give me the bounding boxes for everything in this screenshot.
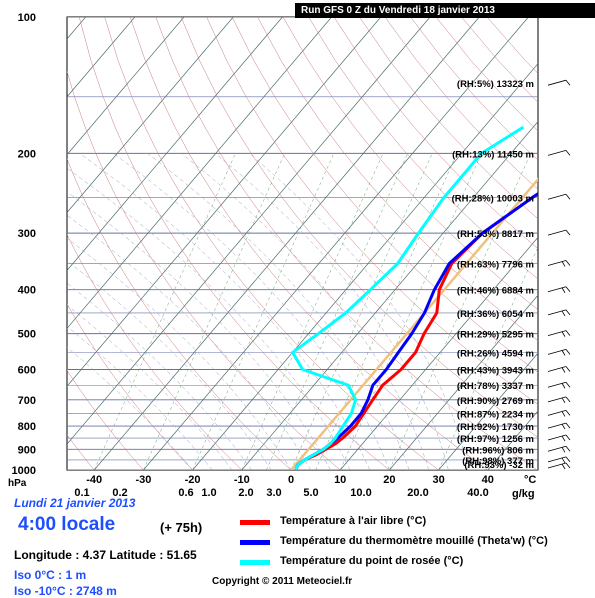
coordinates: Longitude : 4.37 Latitude : 51.65 (14, 548, 197, 562)
forecast-date: Lundi 21 janvier 2013 (14, 496, 135, 510)
x-tick-label: -40 (86, 474, 102, 486)
wind-barb-icon (548, 287, 570, 293)
x-tick-label: -20 (185, 474, 201, 486)
level-label: (RH:90%) 2769 m (457, 396, 534, 407)
x-tick-label: -30 (135, 474, 151, 486)
level-label: (RH:63%) 7796 m (457, 259, 534, 270)
y-tick-label: 900 (18, 444, 36, 456)
level-label: (RH:78%) 3337 m (457, 381, 534, 392)
level-label: (RH:96%) 806 m (462, 445, 534, 456)
level-label: (RH:46%) 6884 m (457, 286, 534, 297)
mixing-ratio-tick-label: 2.0 (238, 487, 253, 499)
level-label: (RH:87%) 2234 m (457, 409, 534, 420)
level-label: (RH:5%) 13323 m (457, 79, 534, 90)
wind-barb-icon (548, 446, 570, 452)
y-tick-label: 100 (18, 12, 36, 24)
wind-barb-icon (548, 230, 570, 235)
legend-swatch-dew-point (240, 560, 270, 565)
wind-barb-icon (548, 435, 570, 441)
y-tick-label: 300 (18, 228, 36, 240)
y-tick-label: 500 (18, 329, 36, 341)
mixing-ratio-tick-label: 3.0 (266, 487, 281, 499)
x-axis-label: °C (524, 474, 536, 486)
y-axis-label: hPa (8, 478, 27, 489)
legend-label-air-temp: Température à l'air libre (°C) (280, 515, 426, 527)
x-tick-label: -10 (234, 474, 250, 486)
wind-barb-icon (548, 349, 570, 355)
level-label: (RH:43%) 3943 m (457, 366, 534, 377)
mixing-ratio-tick-label: 40.0 (467, 487, 488, 499)
copyright: Copyright © 2011 Meteociel.fr (212, 576, 352, 587)
level-label: (RH:36%) 6054 m (457, 309, 534, 320)
x-tick-label: 30 (432, 474, 444, 486)
wind-barb-icon (548, 150, 570, 155)
legend-label-dew-point: Température du point de rosée (°C) (280, 555, 463, 567)
wind-barb-icon (548, 194, 570, 199)
level-label: (RH:29%) 5295 m (457, 330, 534, 341)
x-tick-label: 20 (383, 474, 395, 486)
mixing-ratio-tick-label: 5.0 (303, 487, 318, 499)
y-tick-label: 700 (18, 395, 36, 407)
iso-zero-label: Iso 0°C : 1 m (14, 568, 86, 582)
wind-barb-icon (548, 367, 570, 373)
wind-barb-icon (548, 80, 570, 85)
wind-barb-icon (548, 457, 570, 463)
wind-barb-icon (548, 382, 570, 388)
run-title: Run GFS 0 Z du Vendredi 18 janvier 2013 (295, 3, 595, 18)
wind-barb-icon (548, 331, 570, 337)
y-tick-label: 400 (18, 285, 36, 297)
x-tick-label: 0 (288, 474, 294, 486)
level-label: (RH:26%) 4594 m (457, 348, 534, 359)
forecast-time: 4:00 locale (18, 514, 115, 536)
level-label: (RH:97%) 1256 m (457, 434, 534, 445)
level-label: (RH:93%) -32 m (464, 460, 534, 471)
mixing-ratio-tick-label: 1.0 (201, 487, 216, 499)
level-label: (RH:53%) 8817 m (457, 229, 534, 240)
wind-barb-icon (548, 410, 570, 416)
x-tick-label: 40 (482, 474, 494, 486)
y-tick-label: 200 (18, 148, 36, 160)
level-label: (RH:92%) 1730 m (457, 422, 534, 433)
y-tick-label: 800 (18, 421, 36, 433)
wind-barb-icon (548, 310, 570, 316)
legend-label-wet-bulb: Température du thermomètre mouillé (Thet… (280, 535, 548, 547)
y-tick-label: 600 (18, 365, 36, 377)
isotherm-line (537, 17, 595, 470)
legend-swatch-air-temp (240, 520, 270, 525)
mixing-ratio-tick-label: 20.0 (407, 487, 428, 499)
wind-barb-icon (548, 423, 570, 429)
level-label: (RH:28%) 10003 m (452, 193, 534, 204)
forecast-hours: (+ 75h) (160, 520, 202, 535)
wind-barb-icon (548, 260, 570, 266)
wind-barb-icon (548, 397, 570, 403)
x-tick-label: 10 (334, 474, 346, 486)
level-label: (RH:13%) 11450 m (452, 149, 534, 160)
mixing-ratio-tick-label: 10.0 (350, 487, 371, 499)
mixing-ratio-unit: g/kg (512, 488, 535, 500)
y-tick-label: 1000 (12, 465, 36, 477)
mixing-ratio-tick-label: 0.6 (178, 487, 193, 499)
legend-swatch-wet-bulb (240, 540, 270, 545)
wind-barb-icon (548, 463, 570, 469)
